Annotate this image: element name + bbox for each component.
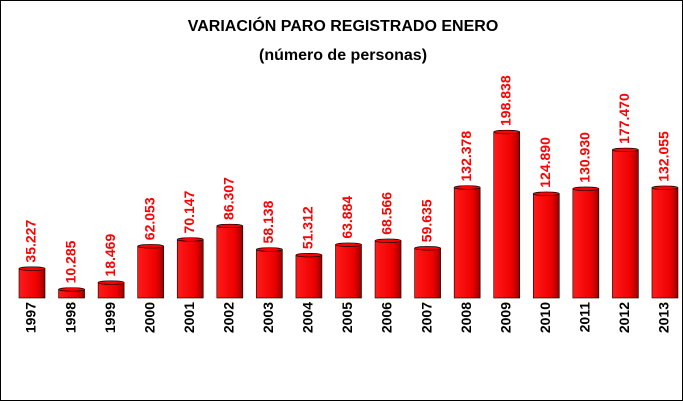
value-label: 132.378 <box>458 131 474 182</box>
x-tick-label: 2009 <box>497 302 513 333</box>
x-tick-label: 2003 <box>260 302 276 333</box>
x-tick-label: 2001 <box>181 302 197 333</box>
chart-subtitle: (número de personas) <box>259 47 427 64</box>
bar-cap <box>612 147 639 152</box>
chart-title: VARIACIÓN PARO REGISTRADO ENERO <box>188 16 499 35</box>
value-label: 10.285 <box>62 240 78 283</box>
bar <box>414 247 441 299</box>
bar <box>176 239 204 299</box>
bar <box>216 225 244 299</box>
x-tick-label: 2008 <box>458 302 474 333</box>
bar-cap <box>97 280 125 285</box>
x-tick-label: 2004 <box>300 302 316 333</box>
bar <box>97 282 125 299</box>
bar <box>374 240 402 299</box>
x-tick-label: 1999 <box>102 302 118 333</box>
value-label: 62.053 <box>141 197 157 240</box>
x-tick-label: 2010 <box>537 302 553 333</box>
bar-cap <box>532 191 560 196</box>
bar-cap <box>414 246 441 251</box>
bar-cap <box>58 287 85 292</box>
value-label: 68.566 <box>379 192 395 235</box>
bar <box>572 188 600 299</box>
value-label: 198.838 <box>497 75 513 126</box>
value-label: 132.055 <box>656 131 672 182</box>
bar-cap <box>216 223 244 229</box>
x-tick-label: 2007 <box>418 302 434 333</box>
bar-cap <box>295 253 323 258</box>
value-label: 124.890 <box>537 137 553 188</box>
x-tick-label: 2005 <box>339 302 355 333</box>
bar-cap <box>18 266 46 271</box>
x-tick-label: 1998 <box>62 302 78 333</box>
x-tick-label: 2011 <box>577 302 593 333</box>
value-label: 51.312 <box>300 206 316 249</box>
bar <box>18 268 46 299</box>
x-tick-label: 2002 <box>221 302 237 333</box>
bar <box>493 131 521 299</box>
value-label: 177.470 <box>616 93 632 144</box>
bar-cap <box>453 185 481 190</box>
bar <box>612 149 639 299</box>
value-label: 86.307 <box>221 177 237 220</box>
x-tick-label: 2006 <box>379 302 395 333</box>
bar-cap <box>137 244 164 249</box>
bar-cap <box>256 247 283 252</box>
bar-cap <box>374 238 402 243</box>
value-label: 18.469 <box>102 234 118 277</box>
value-label: 70.147 <box>181 190 197 233</box>
bar-cap <box>651 185 679 190</box>
x-tick-label: 2013 <box>656 302 672 333</box>
x-tick-label: 1997 <box>23 302 39 333</box>
value-label: 63.884 <box>339 196 355 239</box>
bar-cap <box>176 237 204 242</box>
value-label: 58.138 <box>260 200 276 243</box>
x-tick-label: 2012 <box>616 302 632 333</box>
x-tick-label: 2000 <box>141 302 157 333</box>
bar <box>335 244 362 299</box>
bar-cap <box>572 186 600 191</box>
bar <box>256 249 283 299</box>
bar-cap <box>335 242 362 247</box>
value-label: 130.930 <box>577 132 593 183</box>
value-label: 59.635 <box>418 199 434 242</box>
bar <box>532 193 560 299</box>
bar-cap <box>493 129 521 135</box>
bar <box>137 245 164 299</box>
value-label: 35.227 <box>23 220 39 263</box>
bar <box>295 254 323 299</box>
bar <box>651 187 679 299</box>
bar <box>453 187 481 299</box>
